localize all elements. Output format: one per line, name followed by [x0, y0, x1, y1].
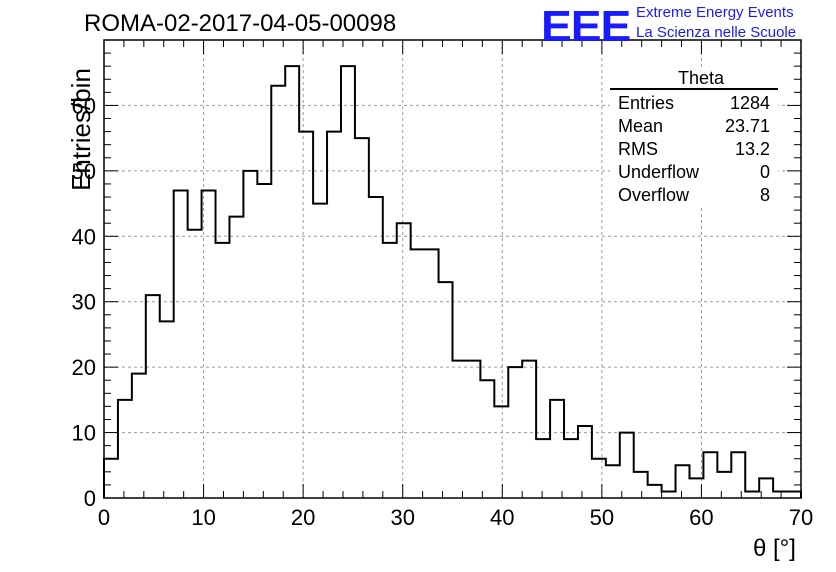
- plot-frame: [103, 39, 802, 499]
- x-tick-label: 0: [98, 505, 110, 530]
- histogram-bin: [466, 361, 480, 498]
- y-tick-label: 60: [72, 93, 96, 118]
- x-axis-label: θ [°]: [753, 535, 796, 562]
- stats-title: Theta: [677, 68, 725, 88]
- histogram-bin: [648, 485, 662, 498]
- histogram-bin: [202, 190, 216, 498]
- histogram-bin: [676, 465, 690, 498]
- histogram-bin: [787, 491, 801, 498]
- x-tick-label: 40: [490, 505, 514, 530]
- histogram-bin: [453, 361, 467, 498]
- histogram-bin: [271, 86, 285, 498]
- histogram-bin: [118, 400, 132, 498]
- histogram-outline: [103, 65, 802, 498]
- histogram-bin: [578, 426, 592, 498]
- histogram-bin: [313, 204, 327, 498]
- histogram-bin: [257, 184, 271, 498]
- y-tick-label: 0: [84, 486, 96, 511]
- stats-box: Theta Entries 1284 Mean 23.71 RMS 13.2 U…: [610, 68, 778, 207]
- histogram-bin: [620, 433, 634, 498]
- histogram-bin: [104, 459, 118, 498]
- y-tick-label: 20: [72, 355, 96, 380]
- histogram-bin: [745, 491, 759, 498]
- x-tick-label: 70: [789, 505, 813, 530]
- histogram-bin: [592, 459, 606, 498]
- logo-subtitle-1: Extreme Energy Events: [636, 4, 794, 21]
- histogram-bin: [508, 367, 522, 498]
- histogram-bin: [160, 321, 174, 498]
- histogram-bin: [411, 249, 425, 498]
- stats-value: 13.2: [734, 139, 770, 159]
- x-tick-label: 10: [191, 505, 215, 530]
- stats-value: 0: [759, 162, 770, 182]
- histogram-bin: [662, 491, 676, 498]
- y-tick-label: 30: [72, 290, 96, 315]
- x-tick-label: 60: [689, 505, 713, 530]
- histogram-bin: [243, 171, 257, 498]
- x-tick-label: 30: [390, 505, 414, 530]
- histogram-bin: [773, 491, 787, 498]
- histogram-bin: [216, 243, 230, 498]
- x-tick-label: 20: [291, 505, 315, 530]
- stats-row-entries: Entries 1284: [610, 92, 778, 115]
- logo-subtitle-2: La Scienza nelle Scuole: [636, 24, 797, 41]
- stats-label: Underflow: [618, 162, 700, 182]
- histogram-bin: [369, 197, 383, 498]
- chart-title: ROMA-02-2017-04-05-00098: [84, 10, 397, 37]
- histogram-bin: [174, 190, 188, 498]
- histogram-bin: [634, 472, 648, 498]
- stats-row-overflow: Overflow 8: [610, 184, 778, 207]
- histogram-bin: [717, 472, 731, 498]
- histogram-bin: [522, 361, 536, 498]
- histogram-bin: [341, 66, 355, 498]
- stats-value: 8: [759, 185, 770, 205]
- stats-value: 23.71: [724, 116, 770, 136]
- y-tick-label: 50: [72, 159, 96, 184]
- histogram-bin: [146, 295, 160, 498]
- histogram-bin: [494, 406, 508, 498]
- histogram-bin: [229, 217, 243, 498]
- y-axis-label: Entries/bin: [65, 68, 96, 191]
- stats-row-mean: Mean 23.71: [610, 115, 778, 138]
- stats-label: Mean: [618, 116, 664, 136]
- histogram-bin: [285, 66, 299, 498]
- histogram-bin: [383, 243, 397, 498]
- histogram-bin: [703, 452, 717, 498]
- stats-row-underflow: Underflow 0: [610, 161, 778, 184]
- histogram-bin: [480, 380, 494, 498]
- stats-value: 1284: [729, 93, 770, 113]
- histogram-bin: [606, 465, 620, 498]
- histogram-bin: [397, 223, 411, 498]
- histogram-bin: [132, 374, 146, 498]
- histogram-bin: [299, 132, 313, 498]
- histogram-bin: [731, 452, 745, 498]
- histogram-bin: [536, 439, 550, 498]
- histogram-bin: [327, 132, 341, 498]
- y-tick-label: 40: [72, 224, 96, 249]
- histogram-bin: [550, 400, 564, 498]
- y-tick-label: 10: [72, 421, 96, 446]
- x-tick-label: 50: [590, 505, 614, 530]
- stats-label: Overflow: [618, 185, 690, 205]
- histogram-bin: [355, 138, 369, 498]
- histogram-bin: [188, 230, 202, 498]
- stats-label: RMS: [618, 139, 658, 159]
- eee-logo: EEE: [541, 2, 631, 51]
- stats-label: Entries: [618, 93, 675, 113]
- histogram-bin: [425, 249, 439, 498]
- stats-row-rms: RMS 13.2: [610, 138, 778, 161]
- stats-divider: [610, 88, 778, 90]
- histogram-bin: [439, 282, 453, 498]
- histogram-bin: [564, 439, 578, 498]
